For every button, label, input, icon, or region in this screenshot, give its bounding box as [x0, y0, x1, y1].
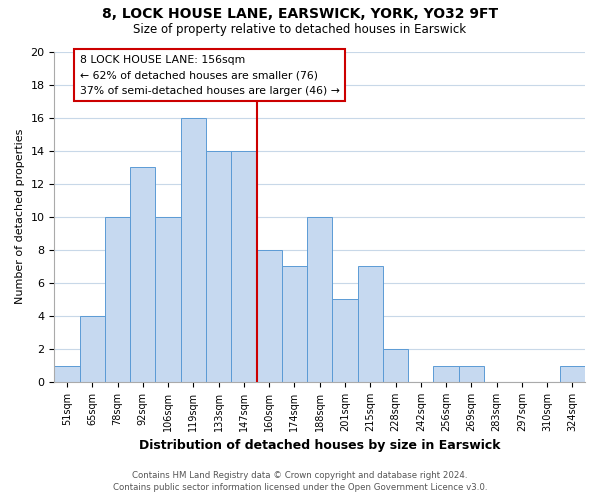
Text: 8, LOCK HOUSE LANE, EARSWICK, YORK, YO32 9FT: 8, LOCK HOUSE LANE, EARSWICK, YORK, YO32…	[102, 8, 498, 22]
Bar	[383, 349, 408, 382]
Bar	[257, 250, 282, 382]
Bar	[358, 266, 383, 382]
Text: Contains HM Land Registry data © Crown copyright and database right 2024.
Contai: Contains HM Land Registry data © Crown c…	[113, 471, 487, 492]
Bar	[105, 217, 130, 382]
Bar	[307, 217, 332, 382]
Text: Size of property relative to detached houses in Earswick: Size of property relative to detached ho…	[133, 22, 467, 36]
Bar	[130, 167, 155, 382]
Bar	[155, 217, 181, 382]
Bar	[560, 366, 585, 382]
Bar	[458, 366, 484, 382]
Y-axis label: Number of detached properties: Number of detached properties	[15, 129, 25, 304]
Bar	[181, 118, 206, 382]
Text: 8 LOCK HOUSE LANE: 156sqm
← 62% of detached houses are smaller (76)
37% of semi-: 8 LOCK HOUSE LANE: 156sqm ← 62% of detac…	[80, 55, 340, 96]
Bar	[206, 150, 231, 382]
X-axis label: Distribution of detached houses by size in Earswick: Distribution of detached houses by size …	[139, 440, 500, 452]
Bar	[433, 366, 458, 382]
Bar	[332, 300, 358, 382]
Bar	[80, 316, 105, 382]
Bar	[55, 366, 80, 382]
Bar	[231, 150, 257, 382]
Bar	[282, 266, 307, 382]
